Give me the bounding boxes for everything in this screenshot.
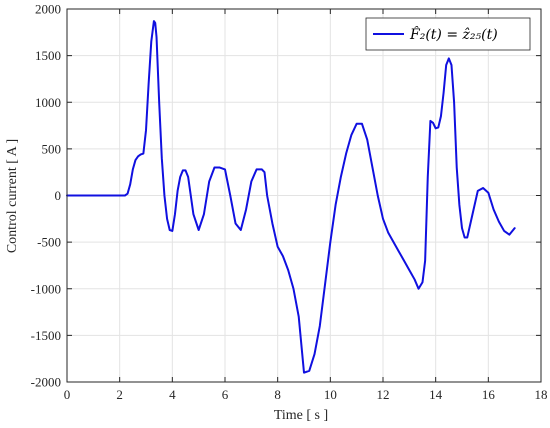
x-tick-label: 16 — [482, 387, 496, 402]
x-tick-label: 12 — [377, 387, 390, 402]
x-tick-label: 18 — [535, 387, 548, 402]
y-tick-label: 1500 — [35, 48, 61, 63]
legend: F̂₂(t) = ẑ₂₅(t) — [365, 17, 531, 51]
plot-frame — [66, 8, 542, 383]
y-tick-label: -1500 — [31, 328, 61, 343]
x-tick-label: 8 — [274, 387, 281, 402]
x-axis-label: Time [ s ] — [274, 408, 328, 423]
series-layer — [66, 20, 516, 374]
y-axis-label: Control current [ A ] — [5, 139, 20, 253]
y-tick-label: 2000 — [35, 2, 61, 17]
x-tick-label: 14 — [429, 387, 443, 402]
y-tick-label: -1000 — [31, 281, 61, 296]
x-tick-label: 4 — [169, 387, 176, 402]
x-tick-label: 10 — [324, 387, 337, 402]
legend-entry-label: F̂₂(t) = ẑ₂₅(t) — [409, 25, 498, 43]
y-tick-label: 500 — [42, 141, 62, 156]
x-tick-label: 2 — [116, 387, 123, 402]
y-tick-label: -500 — [37, 235, 61, 250]
y-tick-labels: -2000 -1500 -1000 -500 0 500 1000 1500 2000 — [31, 2, 61, 390]
y-tick-label: 1000 — [35, 95, 61, 110]
series-line-0 — [66, 20, 516, 374]
x-tick-label: 0 — [64, 387, 71, 402]
x-tick-labels: 0 2 4 6 8 10 12 14 16 18 — [64, 387, 548, 402]
x-tick-label: 6 — [222, 387, 229, 402]
y-tick-label: 0 — [55, 188, 62, 203]
y-tick-label: -2000 — [31, 375, 61, 390]
